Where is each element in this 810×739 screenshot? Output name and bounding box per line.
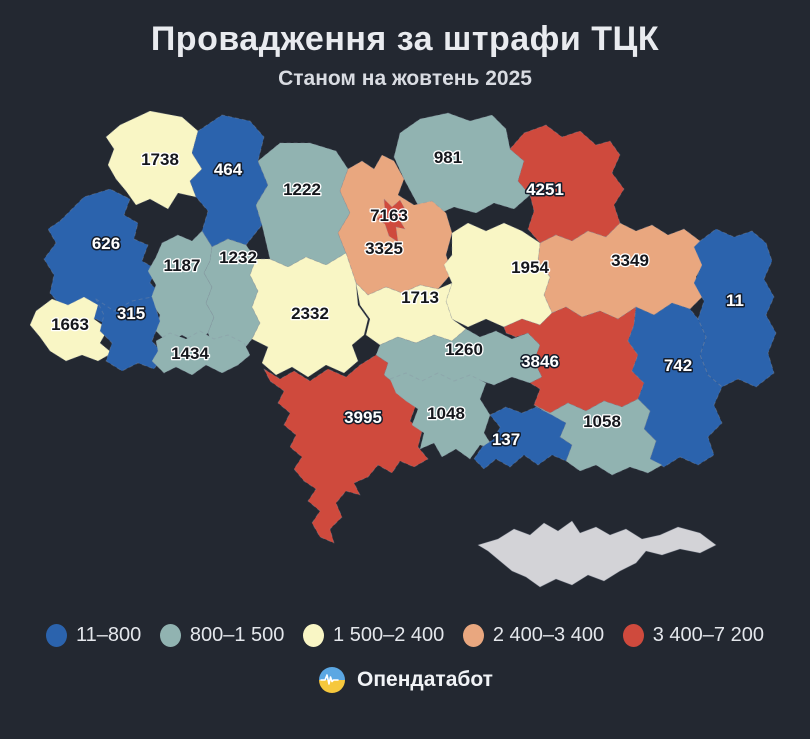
region-kirovohrad — [375, 328, 543, 386]
region-vinnytsia — [249, 252, 369, 378]
region-crimea-no-data — [477, 520, 717, 588]
legend-swatch-orange — [462, 624, 484, 648]
ukraine-choropleth-map: 1738 464 626 1187 1232 1222 3325 7163 98… — [0, 93, 810, 618]
legend-item-bin3: 1 500–2 400 — [303, 624, 445, 648]
region-kyiv-city — [376, 198, 407, 243]
value-label-sumy: 4251 — [526, 180, 564, 199]
value-label-khmelnytskyi: 1232 — [219, 248, 257, 267]
brand-name: Опендатабот — [357, 668, 493, 692]
region-mykolaiv — [389, 372, 495, 460]
map-svg: 1738 464 626 1187 1232 1222 3325 7163 98… — [29, 110, 777, 588]
value-label-mykolaiv: 1048 — [427, 404, 465, 423]
value-label-zakarpattia: 1663 — [51, 315, 89, 334]
legend: 11–800 800–1 500 1 500–2 400 2 400–3 400… — [0, 624, 810, 648]
region-donetsk — [627, 302, 723, 468]
legend-item-bin2: 800–1 500 — [159, 624, 285, 648]
region-rivne — [189, 114, 269, 248]
value-label-zhytomyr: 1222 — [283, 180, 321, 199]
legend-label-bin2: 800–1 500 — [189, 624, 285, 647]
legend-item-bin4: 2 400–3 400 — [462, 624, 605, 648]
region-lviv — [43, 188, 161, 330]
legend-swatch-red — [622, 624, 644, 648]
value-label-vinnytsia: 2332 — [291, 304, 329, 323]
value-label-kherson: 137 — [492, 430, 520, 449]
region-sumy — [509, 124, 625, 244]
opendatabot-logo-icon — [317, 665, 347, 695]
value-label-odesa: 3995 — [344, 408, 382, 427]
region-kharkiv — [537, 222, 707, 320]
legend-item-bin5: 3 400–7 200 — [622, 624, 764, 648]
value-label-ternopil: 1187 — [164, 256, 201, 275]
value-label-volyn: 1738 — [141, 150, 179, 169]
value-label-lviv: 626 — [92, 234, 120, 253]
header: Провадження за штрафи ТЦК Станом на жовт… — [0, 0, 810, 91]
value-label-poltava: 1954 — [511, 258, 549, 277]
value-label-cherkasy: 1713 — [401, 288, 439, 307]
region-zakarpattia — [29, 296, 113, 362]
value-label-donetsk: 742 — [664, 356, 692, 375]
value-label-ivano-frankivsk: 315 — [117, 304, 145, 323]
page-title: Провадження за штрафи ТЦК — [150, 20, 660, 58]
value-label-kyiv-oblast: 3325 — [365, 239, 403, 258]
region-ternopil — [147, 230, 215, 344]
value-label-chernivtsi: 1434 — [171, 344, 209, 363]
legend-label-bin4: 2 400–3 400 — [492, 624, 605, 647]
legend-label-bin5: 3 400–7 200 — [652, 624, 764, 647]
legend-label-bin3: 1 500–2 400 — [333, 624, 445, 647]
region-luhansk — [693, 228, 777, 388]
value-label-zaporizhzhia: 1058 — [583, 412, 621, 431]
legend-swatch-teal — [159, 624, 181, 648]
value-label-chernihiv: 981 — [434, 148, 462, 167]
value-label-luhansk: 11 — [726, 291, 744, 310]
value-label-kyiv-city: 7163 — [370, 206, 408, 225]
region-poltava — [443, 222, 553, 328]
value-label-kirovohrad: 1260 — [445, 340, 483, 359]
region-chernivtsi — [151, 330, 251, 376]
value-label-dnipropetrovsk: 3846 — [521, 352, 559, 371]
region-ivano-frankivsk — [95, 296, 165, 372]
legend-swatch-yellow — [303, 624, 325, 648]
region-kherson — [473, 406, 573, 470]
legend-swatch-blue — [46, 624, 67, 648]
brand-footer: Опендатабот — [0, 665, 810, 695]
value-label-rivne: 464 — [214, 160, 243, 179]
page-subtitle: Станом на жовтень 2025 — [278, 67, 532, 91]
value-label-kharkiv: 3349 — [611, 251, 649, 270]
region-zhytomyr — [255, 142, 351, 268]
region-volyn — [105, 110, 203, 210]
legend-item-bin1: 11–800 — [46, 624, 142, 648]
region-odesa — [263, 354, 429, 544]
legend-label-bin1: 11–800 — [76, 624, 142, 647]
